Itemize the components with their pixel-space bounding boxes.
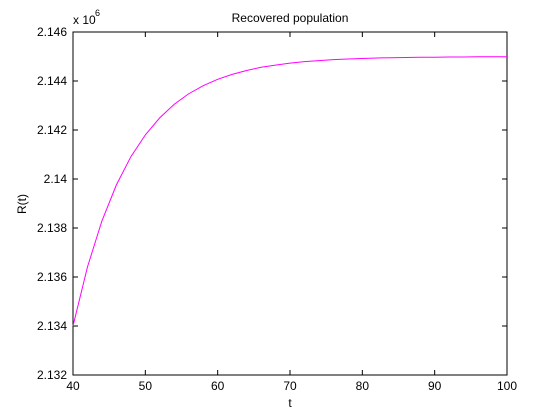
x-axis-label: t [288,396,292,410]
y-axis-label: R(t) [15,194,29,214]
y-tick-label: 2.136 [37,270,67,284]
plot-frame [72,31,508,376]
x-tick-label: 100 [497,379,517,393]
y-tick-label: 2.14 [44,172,68,186]
x-tick-label: 90 [428,379,442,393]
y-tick-label: 2.132 [37,368,67,382]
data-line [72,56,507,327]
y-tick-label: 2.146 [37,25,67,39]
y-multiplier-exponent: 6 [95,8,100,18]
x-tick-label: 80 [356,379,370,393]
y-multiplier: x 10 [73,13,96,27]
x-tick-label: 50 [139,379,153,393]
chart-title: Recovered population [232,11,349,25]
y-tick-label: 2.144 [37,74,67,88]
x-tick-label: 70 [283,379,297,393]
y-tick-label: 2.134 [37,319,67,333]
y-tick-label: 2.138 [37,221,67,235]
x-tick-label: 60 [211,379,225,393]
y-tick-label: 2.142 [37,123,67,137]
x-tick-label: 40 [66,379,80,393]
